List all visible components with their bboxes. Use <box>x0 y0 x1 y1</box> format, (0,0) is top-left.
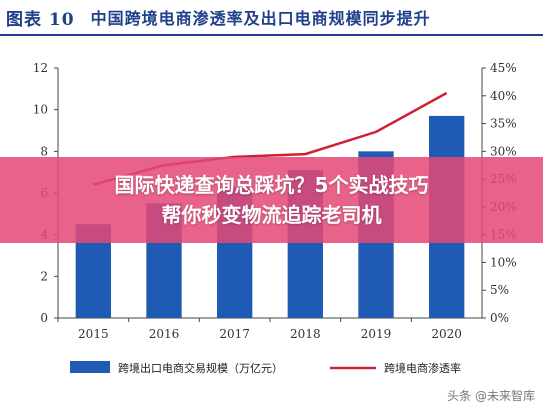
x-tick-label-2015: 2015 <box>78 327 109 341</box>
y-right-tick-label-0: 0% <box>490 311 509 325</box>
legend-bar-label: 跨境出口电商交易规模（万亿元） <box>118 361 283 375</box>
legend-bar-swatch <box>70 361 110 373</box>
legend-line-label: 跨境电商渗透率 <box>384 361 461 375</box>
y-left-tick-label-6: 12 <box>33 61 48 75</box>
x-tick-label-2019: 2019 <box>361 327 392 341</box>
figure-label: 图表 10 <box>6 9 75 30</box>
y-left-tick-label-4: 8 <box>40 144 48 158</box>
y-right-tick-label-1: 5% <box>490 283 509 297</box>
watermark: 头条 @未来智库 <box>447 389 535 403</box>
banner-line-1: 国际快递查询总踩坑？5个实战技巧 <box>114 173 429 197</box>
x-tick-label-2016: 2016 <box>149 327 180 341</box>
chart-title: 中国跨境电商渗透率及出口电商规模同步提升 <box>90 9 431 28</box>
y-right-tick-label-6: 30% <box>490 144 517 158</box>
chart-header: 图表 10 中国跨境电商渗透率及出口电商规模同步提升 <box>0 0 543 36</box>
y-right-tick-label-2: 10% <box>490 255 517 269</box>
promo-banner[interactable]: 国际快递查询总踩坑？5个实战技巧 帮你秒变物流追踪老司机 <box>0 157 543 243</box>
y-left-tick-label-1: 2 <box>40 269 48 283</box>
banner-line-2: 帮你秒变物流追踪老司机 <box>161 203 382 227</box>
y-left-tick-label-5: 10 <box>33 103 48 117</box>
y-right-tick-label-7: 35% <box>490 117 517 131</box>
x-tick-label-2018: 2018 <box>290 327 321 341</box>
y-left-tick-label-0: 0 <box>40 311 48 325</box>
x-tick-label-2020: 2020 <box>431 327 462 341</box>
y-right-tick-label-8: 40% <box>490 89 517 103</box>
y-right-tick-label-9: 45% <box>490 61 517 75</box>
x-tick-label-2017: 2017 <box>219 327 250 341</box>
